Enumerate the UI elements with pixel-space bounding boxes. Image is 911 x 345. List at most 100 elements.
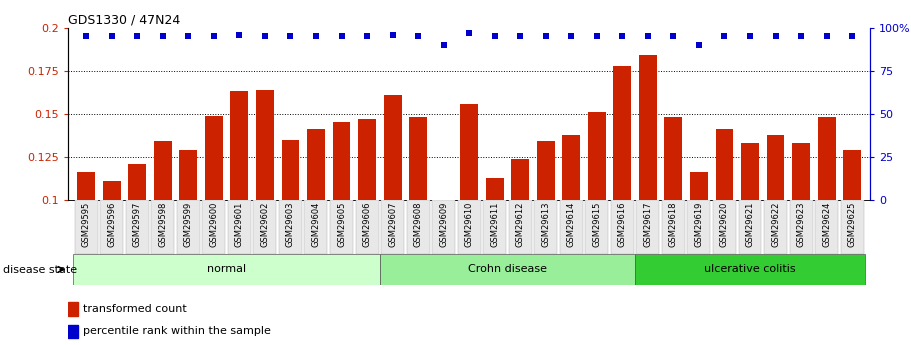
Text: ulcerative colitis: ulcerative colitis xyxy=(704,265,796,274)
FancyBboxPatch shape xyxy=(713,200,736,254)
FancyBboxPatch shape xyxy=(790,200,813,254)
Point xyxy=(258,33,272,39)
Bar xyxy=(103,181,120,345)
Point xyxy=(309,33,323,39)
FancyBboxPatch shape xyxy=(688,200,711,254)
Text: GSM29595: GSM29595 xyxy=(82,202,91,247)
Text: normal: normal xyxy=(207,265,246,274)
Bar xyxy=(128,164,146,345)
Point xyxy=(768,33,783,39)
Text: GSM29599: GSM29599 xyxy=(184,202,193,247)
Point xyxy=(232,32,247,37)
FancyBboxPatch shape xyxy=(381,200,404,254)
Bar xyxy=(793,143,810,345)
Text: GSM29618: GSM29618 xyxy=(669,202,678,247)
Text: disease state: disease state xyxy=(3,265,77,275)
FancyBboxPatch shape xyxy=(380,254,635,285)
Bar xyxy=(205,116,223,345)
Text: GSM29602: GSM29602 xyxy=(261,202,270,247)
Point xyxy=(462,30,476,36)
FancyBboxPatch shape xyxy=(74,254,380,285)
Text: GSM29598: GSM29598 xyxy=(159,202,168,247)
FancyBboxPatch shape xyxy=(559,200,583,254)
Bar xyxy=(179,150,198,345)
Bar xyxy=(844,150,861,345)
Bar xyxy=(384,95,402,345)
FancyBboxPatch shape xyxy=(483,200,507,254)
Text: GSM29613: GSM29613 xyxy=(541,202,550,247)
Point xyxy=(283,33,298,39)
FancyBboxPatch shape xyxy=(151,200,174,254)
Point xyxy=(130,33,145,39)
Text: GSM29614: GSM29614 xyxy=(567,202,576,247)
FancyBboxPatch shape xyxy=(406,200,430,254)
Text: GDS1330 / 47N24: GDS1330 / 47N24 xyxy=(68,13,180,27)
Point xyxy=(181,33,196,39)
Bar xyxy=(435,229,453,345)
Bar xyxy=(664,117,682,345)
FancyBboxPatch shape xyxy=(75,200,97,254)
Point xyxy=(717,33,732,39)
FancyBboxPatch shape xyxy=(815,200,838,254)
Bar xyxy=(613,66,631,345)
Point xyxy=(360,33,374,39)
Bar xyxy=(409,117,427,345)
FancyBboxPatch shape xyxy=(100,200,123,254)
FancyBboxPatch shape xyxy=(177,200,200,254)
Bar xyxy=(281,140,300,345)
Text: GSM29597: GSM29597 xyxy=(133,202,142,247)
Bar xyxy=(741,143,759,345)
Text: GSM29617: GSM29617 xyxy=(643,202,652,247)
Point xyxy=(207,33,221,39)
Point xyxy=(793,33,808,39)
Text: transformed count: transformed count xyxy=(83,304,187,314)
Point xyxy=(819,33,834,39)
FancyBboxPatch shape xyxy=(432,200,456,254)
Text: GSM29616: GSM29616 xyxy=(618,202,627,247)
FancyBboxPatch shape xyxy=(253,200,276,254)
Bar xyxy=(766,135,784,345)
Text: GSM29622: GSM29622 xyxy=(771,202,780,247)
Bar xyxy=(486,178,504,345)
Point xyxy=(334,33,349,39)
Point xyxy=(640,33,655,39)
Text: GSM29603: GSM29603 xyxy=(286,202,295,247)
Bar xyxy=(562,135,580,345)
Bar xyxy=(639,55,657,345)
Point xyxy=(436,42,451,48)
Point xyxy=(564,33,578,39)
Bar xyxy=(307,129,325,345)
Text: GSM29609: GSM29609 xyxy=(439,202,448,247)
FancyBboxPatch shape xyxy=(202,200,225,254)
Text: GSM29610: GSM29610 xyxy=(465,202,474,247)
FancyBboxPatch shape xyxy=(637,200,660,254)
FancyBboxPatch shape xyxy=(126,200,148,254)
Point xyxy=(666,33,681,39)
FancyBboxPatch shape xyxy=(457,200,481,254)
Text: GSM29607: GSM29607 xyxy=(388,202,397,247)
Point xyxy=(79,33,94,39)
FancyBboxPatch shape xyxy=(586,200,609,254)
Text: GSM29608: GSM29608 xyxy=(414,202,423,247)
Text: Crohn disease: Crohn disease xyxy=(468,265,547,274)
FancyBboxPatch shape xyxy=(304,200,327,254)
Bar xyxy=(68,302,78,316)
Point xyxy=(411,33,425,39)
Point xyxy=(691,42,706,48)
Bar xyxy=(537,141,555,345)
Text: GSM29600: GSM29600 xyxy=(210,202,219,247)
Bar xyxy=(358,119,376,345)
Bar xyxy=(230,91,249,345)
Text: GSM29601: GSM29601 xyxy=(235,202,244,247)
Text: percentile rank within the sample: percentile rank within the sample xyxy=(83,326,271,336)
Text: GSM29625: GSM29625 xyxy=(847,202,856,247)
Text: GSM29615: GSM29615 xyxy=(592,202,601,247)
Point xyxy=(589,33,604,39)
Point xyxy=(156,33,170,39)
Text: GSM29605: GSM29605 xyxy=(337,202,346,247)
FancyBboxPatch shape xyxy=(508,200,532,254)
FancyBboxPatch shape xyxy=(764,200,787,254)
Text: GSM29621: GSM29621 xyxy=(745,202,754,247)
Bar xyxy=(77,172,95,345)
Bar xyxy=(588,112,606,345)
